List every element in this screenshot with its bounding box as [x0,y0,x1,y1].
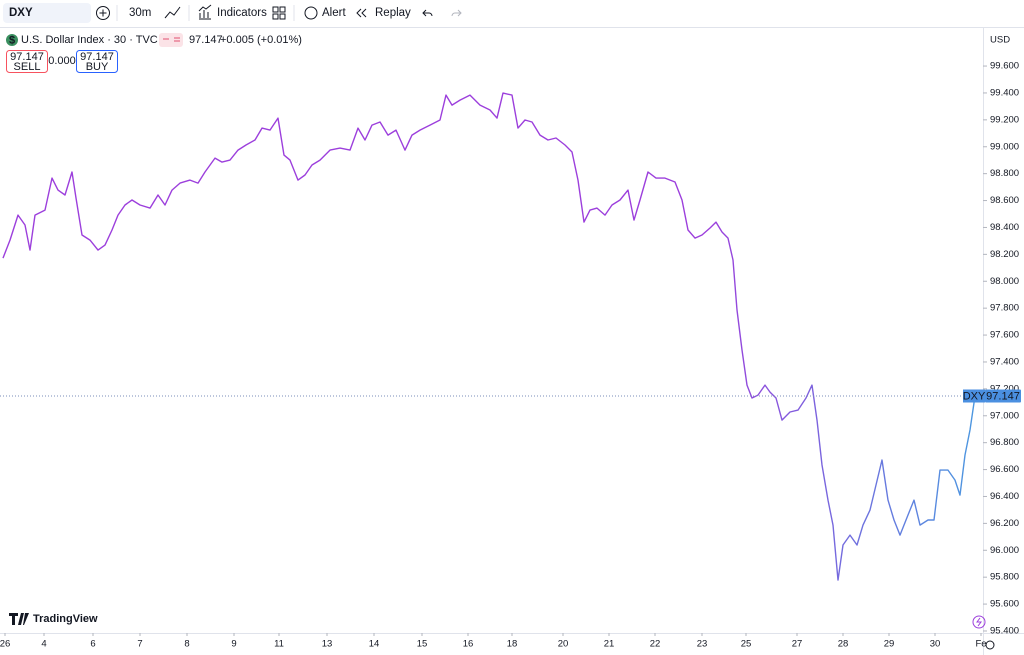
currency[interactable]: USD [990,35,1010,46]
add-symbol[interactable] [96,6,110,20]
spread: 0.000 [48,55,76,67]
x-tick-label: 6 [90,639,95,650]
chart-type[interactable] [164,6,181,19]
y-tick-label: 98.400 [990,222,1019,233]
buy-label: BUY [86,61,109,73]
legend-title: U.S. Dollar Index · 30 · TVC [21,34,158,46]
x-tick-label: 4 [41,639,46,650]
logo: TradingView [9,613,98,625]
y-tick-label: 95.400 [990,625,1019,636]
y-tick-label: 99.000 [990,141,1019,152]
y-tick-label: 98.200 [990,249,1019,260]
x-tick-label: 30 [930,639,941,650]
x-tick-label: 14 [369,639,380,650]
x-tick-label: 21 [604,639,615,650]
y-tick-label: 95.800 [990,572,1019,583]
brand: TradingView [33,613,98,625]
symbol-tag: DXY [963,390,986,402]
y-tick-label: 96.000 [990,545,1019,556]
y-tick-label: 95.600 [990,599,1019,610]
last-price-bg [985,389,1021,403]
redo[interactable] [451,9,462,17]
x-tick-label: 11 [274,639,284,650]
y-tick-label: 96.600 [990,464,1019,475]
y-tick-label: 97.000 [990,410,1019,421]
settings[interactable] [985,640,995,650]
x-tick-label: 9 [231,639,236,650]
x-tick-label: 8 [184,639,189,650]
x-tick-label: 20 [558,639,569,650]
sell-label: SELL [14,61,41,73]
indicators-button[interactable]: Indicators [217,7,267,19]
svg-text:$: $ [9,34,15,46]
x-tick-label: 18 [507,639,518,650]
buy-price: 97.147 [80,51,114,63]
symbol-tag-bg [963,389,985,403]
x-tick-label: 13 [322,639,333,650]
interval[interactable]: 30m [129,7,151,19]
x-tick-label: 29 [884,639,895,650]
legend-price: 97.147 [189,34,223,46]
y-tick-label: 97.400 [990,356,1019,367]
y-tick-label: 98.600 [990,195,1019,206]
sell-price: 97.147 [10,51,44,63]
x-tick-label: 27 [792,639,803,650]
buy-button[interactable] [76,50,118,73]
replay-button[interactable]: Replay [375,7,411,19]
sell-button[interactable] [6,50,48,73]
price-line [2,92,976,581]
legend-change: +0.005 (+0.01%) [220,34,302,46]
trade-buttons: 97.147 SELL 0.000 97.147 BUY [6,50,118,73]
x-tick-label: 16 [463,639,474,650]
undo[interactable] [422,9,433,17]
y-tick-label: 96.800 [990,437,1019,448]
y-tick-label: 97.600 [990,330,1019,341]
legend: $ U.S. Dollar Index · 30 · TVC 97.147 +0… [6,33,302,47]
y-tick-label: 99.600 [990,61,1019,72]
x-tick-label: 23 [697,639,708,650]
x-tick-label: 15 [417,639,428,650]
y-tick-label: 98.800 [990,168,1019,179]
templates[interactable] [272,6,286,20]
x-tick-label: 25 [741,639,752,650]
toolbar: DXY 30m Indicators Alert Replay [0,0,1024,28]
symbol-search[interactable] [3,3,91,23]
x-tick-label: 26 [0,639,10,650]
y-tick-label: 99.200 [990,114,1019,125]
symbol: DXY [9,7,33,19]
y-tick-label: 96.200 [990,518,1019,529]
y-tick-label: 99.400 [990,87,1019,98]
y-tick-label: 97.800 [990,303,1019,314]
last-price-label: 97.147 [986,390,1020,402]
y-tick-label: 98.000 [990,276,1019,287]
y-tick-label: 97.200 [990,383,1019,394]
y-tick-label: 96.400 [990,491,1019,502]
x-tick-label: Fe [975,639,986,650]
x-tick-label: 22 [650,639,661,650]
x-tick-label: 7 [137,639,142,650]
x-tick-label: 28 [838,639,849,650]
alert-button[interactable]: Alert [322,7,346,19]
